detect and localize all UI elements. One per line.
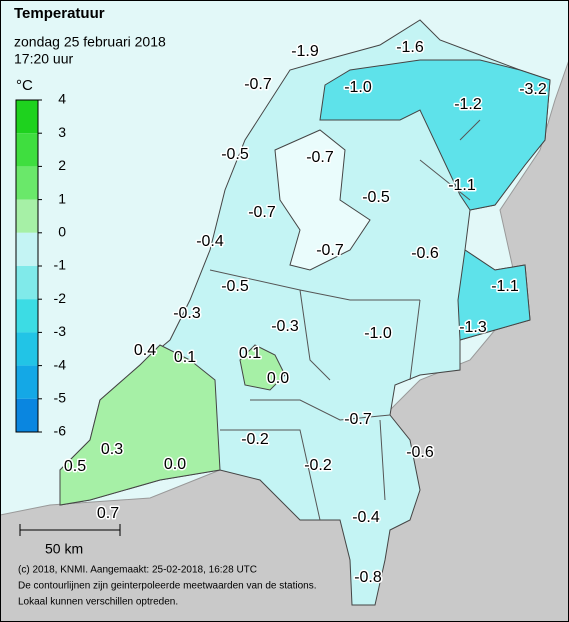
station-value: -1.2	[454, 96, 482, 113]
station-value: 0.5	[64, 458, 86, 475]
station-value: 0.3	[101, 441, 123, 458]
station-value: -1.3	[459, 319, 487, 336]
station-value: -0.6	[406, 444, 434, 461]
station-value: -1.1	[491, 278, 519, 295]
legend-tick-label: -3	[54, 323, 67, 339]
time: 17:20 uur	[14, 51, 73, 67]
scale-label: 50 km	[45, 541, 83, 557]
station-value: 0.1	[174, 349, 196, 366]
legend-tick-label: -5	[54, 390, 67, 406]
station-value: -0.5	[221, 146, 249, 163]
station-value: -0.7	[244, 76, 272, 93]
station-value: 0.1	[239, 345, 261, 362]
warm-region	[59, 344, 221, 506]
station-value: -0.7	[316, 242, 344, 259]
cold-region	[457, 249, 531, 341]
station-value: 0.0	[164, 456, 186, 473]
legend-swatch	[16, 166, 38, 200]
legend-swatch	[16, 133, 38, 167]
legend-tick-label: -2	[54, 290, 67, 306]
legend-tick-label: -6	[54, 423, 67, 439]
warm-region	[239, 344, 286, 391]
legend-swatch	[16, 266, 38, 300]
legend-tick-label: 0	[58, 224, 66, 240]
station-value: -0.5	[362, 189, 390, 206]
date: zondag 25 februari 2018	[14, 34, 166, 50]
station-value: -0.2	[304, 457, 332, 474]
legend-tick-label: -4	[54, 356, 67, 372]
province-border	[209, 119, 481, 521]
station-value: -0.4	[196, 233, 224, 250]
station-value: -0.7	[248, 204, 276, 221]
station-value: -1.1	[448, 177, 476, 194]
station-value: -1.9	[291, 43, 319, 60]
station-value: -1.0	[344, 79, 372, 96]
station-value: -1.6	[396, 39, 424, 56]
lake	[274, 129, 371, 271]
station-value: -3.2	[519, 81, 547, 98]
legend-swatch	[16, 199, 38, 233]
cold-region	[319, 59, 551, 211]
station-value: -1.0	[364, 325, 392, 342]
legend-swatch	[16, 332, 38, 366]
legend-swatch	[16, 365, 38, 399]
legend-tick-label: -1	[54, 257, 67, 273]
legend-swatch	[16, 232, 38, 266]
legend-tick-label: 4	[58, 91, 66, 107]
station-value: 0.4	[134, 342, 156, 359]
station-value: -0.4	[352, 509, 380, 526]
station-value: 0.0	[267, 370, 289, 387]
legend-unit: °C	[16, 77, 33, 94]
legend-swatch	[16, 299, 38, 333]
station-value: -0.7	[344, 411, 372, 428]
station-value: -0.3	[271, 318, 299, 335]
station-value: -0.8	[354, 569, 382, 586]
footer-line: (c) 2018, KNMI. Aangemaakt: 25-02-2018, …	[18, 565, 257, 576]
footer-line: De contourlijnen zijn geinterpoleerde me…	[18, 581, 317, 592]
station-value: -0.2	[241, 431, 269, 448]
station-value: -0.5	[221, 278, 249, 295]
legend-swatch	[16, 398, 38, 432]
footer-line: Lokaal kunnen verschillen optreden.	[18, 597, 178, 608]
station-value: 0.7	[97, 505, 119, 522]
station-value: -0.7	[306, 149, 334, 166]
title: Temperatuur	[14, 5, 105, 22]
legend-tick-label: 3	[58, 124, 66, 140]
legend-tick-label: 1	[58, 190, 66, 206]
station-value: -0.6	[411, 245, 439, 262]
station-value: -0.3	[173, 305, 201, 322]
legend-tick-label: 2	[58, 157, 66, 173]
legend-swatch	[16, 100, 38, 134]
